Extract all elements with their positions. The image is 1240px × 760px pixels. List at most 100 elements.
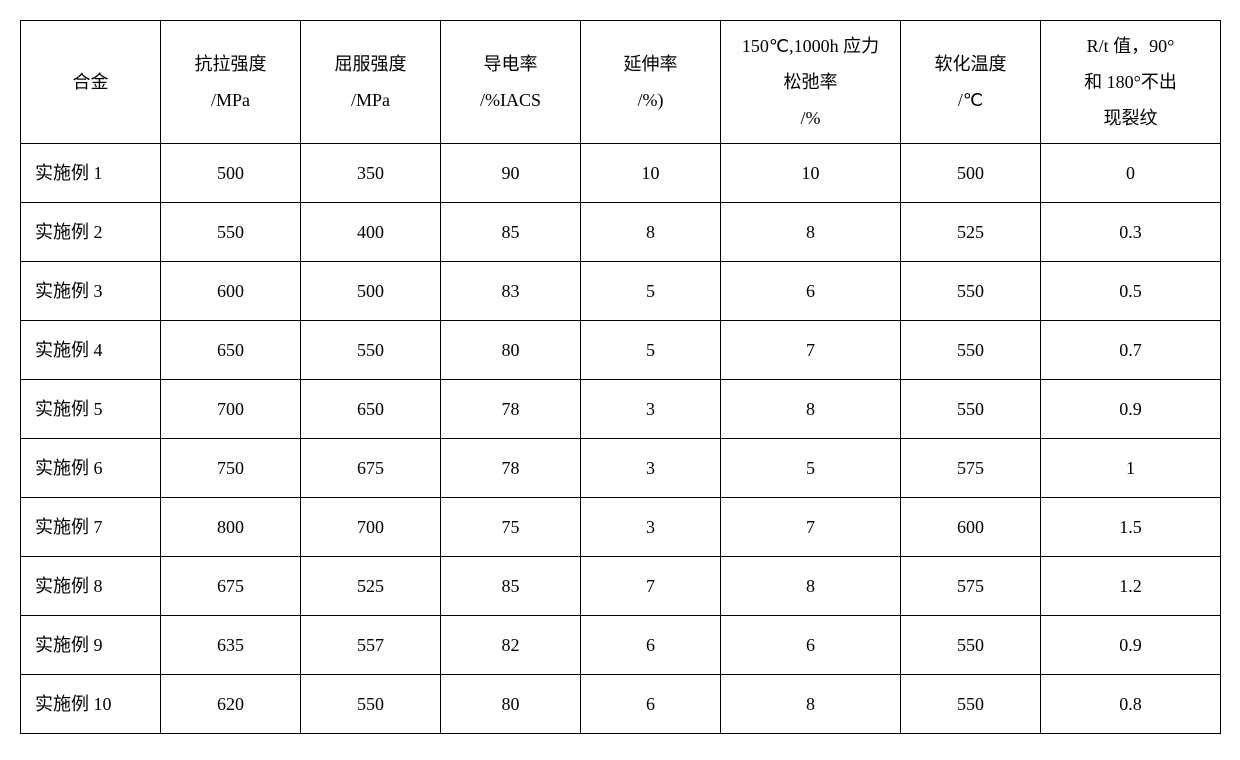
table-row: 实施例 675067578355751 [21,439,1221,498]
col-header-alloy: 合金 [21,21,161,144]
col-header-rt-value: R/t 值，90° 和 180°不出 现裂纹 [1041,21,1221,144]
header-text: 合金 [25,64,156,100]
row-label: 实施例 7 [21,498,161,557]
cell-value: 0.9 [1041,380,1221,439]
cell-value: 550 [901,262,1041,321]
header-text: 抗拉强度 [165,46,296,82]
alloy-properties-table: 合金 抗拉强度 /MPa 屈服强度 /MPa 导电率 /%IACS 延伸率 /%… [20,20,1221,734]
cell-value: 90 [441,144,581,203]
header-unit: /%) [585,82,716,118]
cell-value: 575 [901,439,1041,498]
table-row: 实施例 15003509010105000 [21,144,1221,203]
cell-value: 550 [301,675,441,734]
cell-value: 1.5 [1041,498,1221,557]
col-header-stress-relaxation: 150℃,1000h 应力 松弛率 /% [721,21,901,144]
cell-value: 550 [901,380,1041,439]
cell-value: 675 [161,557,301,616]
cell-value: 78 [441,439,581,498]
table-row: 实施例 465055080575500.7 [21,321,1221,380]
header-unit: /℃ [905,82,1036,118]
cell-value: 550 [301,321,441,380]
col-header-softening-temp: 软化温度 /℃ [901,21,1041,144]
cell-value: 1.2 [1041,557,1221,616]
header-text: 现裂纹 [1045,100,1216,136]
header-text: 和 180°不出 [1045,64,1216,100]
cell-value: 7 [721,321,901,380]
cell-value: 525 [301,557,441,616]
table-row: 实施例 963555782665500.9 [21,616,1221,675]
row-label: 实施例 3 [21,262,161,321]
cell-value: 6 [581,675,721,734]
cell-value: 8 [721,380,901,439]
cell-value: 600 [161,262,301,321]
header-unit: /% [725,100,896,136]
cell-value: 8 [721,675,901,734]
col-header-yield-strength: 屈服强度 /MPa [301,21,441,144]
header-text: 软化温度 [905,46,1036,82]
row-label: 实施例 6 [21,439,161,498]
cell-value: 550 [901,321,1041,380]
table-body: 实施例 15003509010105000实施例 255040085885250… [21,144,1221,734]
cell-value: 500 [301,262,441,321]
cell-value: 550 [901,675,1041,734]
cell-value: 75 [441,498,581,557]
cell-value: 550 [161,203,301,262]
col-header-elongation: 延伸率 /%) [581,21,721,144]
cell-value: 800 [161,498,301,557]
row-label: 实施例 8 [21,557,161,616]
cell-value: 500 [901,144,1041,203]
cell-value: 0.7 [1041,321,1221,380]
cell-value: 5 [581,262,721,321]
cell-value: 7 [721,498,901,557]
cell-value: 83 [441,262,581,321]
cell-value: 0 [1041,144,1221,203]
cell-value: 1 [1041,439,1221,498]
cell-value: 700 [161,380,301,439]
cell-value: 0.9 [1041,616,1221,675]
header-text: 延伸率 [585,46,716,82]
cell-value: 80 [441,675,581,734]
header-text: 松弛率 [725,64,896,100]
header-text: R/t 值，90° [1045,28,1216,64]
header-text: 导电率 [445,46,576,82]
cell-value: 6 [721,262,901,321]
row-label: 实施例 10 [21,675,161,734]
cell-value: 6 [581,616,721,675]
cell-value: 8 [581,203,721,262]
cell-value: 3 [581,439,721,498]
cell-value: 3 [581,380,721,439]
cell-value: 675 [301,439,441,498]
cell-value: 400 [301,203,441,262]
header-unit: /MPa [305,82,436,118]
cell-value: 78 [441,380,581,439]
cell-value: 0.8 [1041,675,1221,734]
cell-value: 5 [721,439,901,498]
cell-value: 10 [721,144,901,203]
cell-value: 700 [301,498,441,557]
table-header-row: 合金 抗拉强度 /MPa 屈服强度 /MPa 导电率 /%IACS 延伸率 /%… [21,21,1221,144]
col-header-tensile-strength: 抗拉强度 /MPa [161,21,301,144]
cell-value: 525 [901,203,1041,262]
cell-value: 82 [441,616,581,675]
cell-value: 5 [581,321,721,380]
cell-value: 550 [901,616,1041,675]
table-row: 实施例 1062055080685500.8 [21,675,1221,734]
header-unit: /%IACS [445,82,576,118]
header-text: 150℃,1000h 应力 [725,28,896,64]
table-row: 实施例 255040085885250.3 [21,203,1221,262]
row-label: 实施例 1 [21,144,161,203]
cell-value: 650 [301,380,441,439]
cell-value: 80 [441,321,581,380]
cell-value: 650 [161,321,301,380]
cell-value: 7 [581,557,721,616]
cell-value: 0.5 [1041,262,1221,321]
cell-value: 85 [441,203,581,262]
header-text: 屈服强度 [305,46,436,82]
row-label: 实施例 9 [21,616,161,675]
cell-value: 620 [161,675,301,734]
cell-value: 350 [301,144,441,203]
cell-value: 0.3 [1041,203,1221,262]
cell-value: 575 [901,557,1041,616]
table-row: 实施例 360050083565500.5 [21,262,1221,321]
cell-value: 85 [441,557,581,616]
